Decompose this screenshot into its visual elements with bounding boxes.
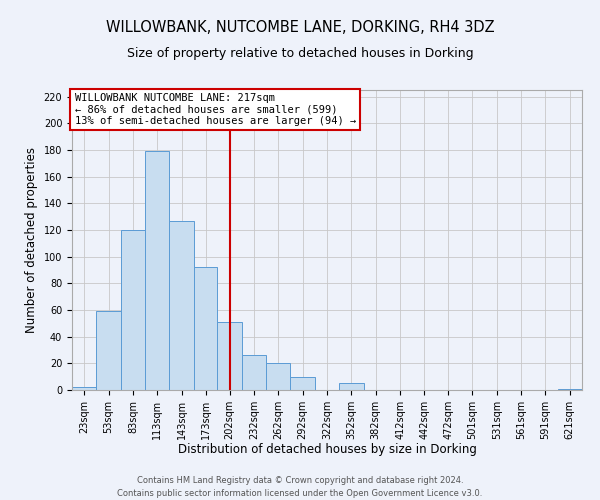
Bar bbox=[242, 356, 266, 390]
Text: Size of property relative to detached houses in Dorking: Size of property relative to detached ho… bbox=[127, 48, 473, 60]
Bar bbox=[557, 388, 582, 390]
Bar bbox=[145, 152, 169, 390]
X-axis label: Distribution of detached houses by size in Dorking: Distribution of detached houses by size … bbox=[178, 444, 476, 456]
Y-axis label: Number of detached properties: Number of detached properties bbox=[25, 147, 38, 333]
Bar bbox=[169, 220, 194, 390]
Text: WILLOWBANK NUTCOMBE LANE: 217sqm
← 86% of detached houses are smaller (599)
13% : WILLOWBANK NUTCOMBE LANE: 217sqm ← 86% o… bbox=[74, 93, 356, 126]
Bar bbox=[72, 388, 97, 390]
Bar bbox=[217, 322, 242, 390]
Bar bbox=[266, 364, 290, 390]
Bar bbox=[97, 312, 121, 390]
Bar bbox=[290, 376, 315, 390]
Bar bbox=[121, 230, 145, 390]
Text: Contains HM Land Registry data © Crown copyright and database right 2024.
Contai: Contains HM Land Registry data © Crown c… bbox=[118, 476, 482, 498]
Text: WILLOWBANK, NUTCOMBE LANE, DORKING, RH4 3DZ: WILLOWBANK, NUTCOMBE LANE, DORKING, RH4 … bbox=[106, 20, 494, 35]
Bar bbox=[194, 268, 217, 390]
Bar bbox=[339, 384, 364, 390]
